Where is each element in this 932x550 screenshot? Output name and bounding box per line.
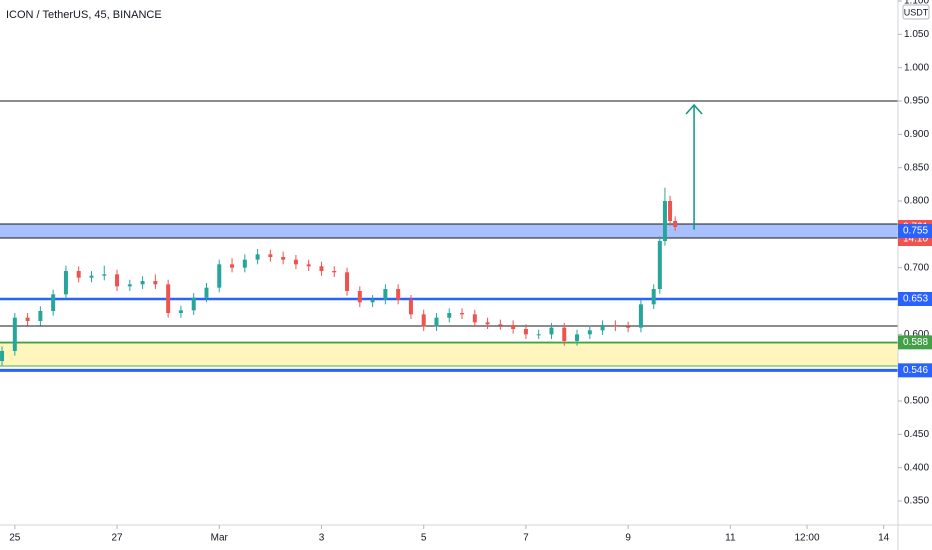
candle-body <box>319 266 324 271</box>
candle-body <box>447 313 452 318</box>
candle-body <box>153 281 158 285</box>
price-tag-countdown: 14:10 <box>903 234 928 245</box>
candle-body <box>166 284 171 313</box>
candle-body <box>12 317 17 351</box>
candle-body <box>357 291 362 303</box>
arrow-head <box>685 103 703 115</box>
candle-body <box>485 322 490 325</box>
candle-body <box>472 314 477 323</box>
x-tick-label: Mar <box>211 533 229 544</box>
chart-title: ICON / TetherUS, 45, BINANCE <box>6 9 162 21</box>
candle-body <box>51 294 56 311</box>
price-tag-label: 0.588 <box>903 337 928 348</box>
y-tick-label: 0.700 <box>904 262 929 273</box>
candle-body <box>230 264 235 268</box>
candle-body <box>242 259 247 268</box>
x-tick-label: 3 <box>319 533 325 544</box>
candle-body <box>204 287 209 298</box>
price-tags: 0.3500.4000.4500.5000.5500.6000.6500.700… <box>9 0 932 544</box>
candle-body <box>460 313 465 315</box>
candle-body <box>396 289 401 300</box>
x-tick-label: 14 <box>878 533 890 544</box>
y-tick-label: 1.050 <box>904 29 929 40</box>
candle-body <box>575 334 580 341</box>
zone <box>0 224 898 238</box>
price-tag-label: 0.653 <box>903 294 928 305</box>
price-tag-label: 0.755 <box>903 226 928 237</box>
candle-body <box>89 275 94 278</box>
candle-body <box>562 327 567 341</box>
candle-body <box>140 281 145 285</box>
y-tick-label: 0.600 <box>904 329 929 340</box>
candle-body <box>25 317 30 321</box>
candle-body <box>255 254 260 260</box>
candle-body <box>191 297 196 311</box>
candle-body <box>662 201 667 241</box>
candle-body <box>127 284 132 287</box>
candle-body <box>102 274 107 276</box>
x-tick-label: 27 <box>111 533 123 544</box>
x-tick-label: 7 <box>523 533 529 544</box>
x-tick-label: 25 <box>9 533 21 544</box>
candle-body <box>63 271 68 295</box>
candle-body <box>668 201 673 221</box>
candle-body <box>511 325 516 329</box>
candle-body <box>293 259 298 265</box>
candle-body <box>498 324 503 326</box>
zone <box>0 343 898 366</box>
y-tick-label: 0.400 <box>904 462 929 473</box>
candle-body <box>626 326 631 328</box>
candle-body <box>523 329 528 335</box>
y-tick-label: 0.800 <box>904 196 929 207</box>
candle-body <box>76 271 81 278</box>
y-tick-label: 0.500 <box>904 396 929 407</box>
candle-body <box>38 311 43 321</box>
currency-box <box>902 4 930 20</box>
candle-body <box>345 272 350 291</box>
y-tick-label: 1.000 <box>904 62 929 73</box>
candle-body <box>434 317 439 327</box>
y-tick-label: 0.950 <box>904 96 929 107</box>
x-tick-label: 12:00 <box>795 533 820 544</box>
y-tick-label: 0.350 <box>904 496 929 507</box>
x-tick-label: 11 <box>725 533 736 544</box>
candle-body <box>332 271 337 273</box>
plot-area <box>0 100 898 372</box>
candle-body <box>587 330 592 335</box>
candle-body <box>268 254 273 257</box>
currency-label: USDT <box>904 7 929 17</box>
candle-body <box>638 304 643 328</box>
price-tag <box>898 292 932 306</box>
candle-body <box>651 289 656 305</box>
candle-body <box>115 274 120 287</box>
x-tick-label: 9 <box>625 533 631 544</box>
candle-body <box>408 299 413 315</box>
candle-body <box>217 264 222 288</box>
candle-body <box>178 310 183 313</box>
candle-body <box>613 325 618 327</box>
candle-body <box>549 327 554 335</box>
price-tag <box>898 363 932 378</box>
candle-body <box>536 334 541 336</box>
candle-body <box>306 264 311 267</box>
candle-body <box>0 351 5 361</box>
candle-body <box>383 289 388 300</box>
y-tick-label: 1.100 <box>904 0 929 7</box>
y-tick-label: 0.850 <box>904 162 929 173</box>
candle-body <box>600 325 605 331</box>
candle-body <box>657 241 662 289</box>
price-tag-label: 0.546 <box>903 365 928 376</box>
price-tag <box>898 224 932 238</box>
candle-body <box>421 314 426 327</box>
price-tag <box>898 335 932 350</box>
candle-body <box>673 221 678 227</box>
y-tick-label: 0.900 <box>904 129 929 140</box>
y-tick-label: 0.450 <box>904 429 929 440</box>
candle-body <box>281 257 286 260</box>
candle-body <box>370 299 375 303</box>
x-tick-label: 5 <box>421 533 427 544</box>
